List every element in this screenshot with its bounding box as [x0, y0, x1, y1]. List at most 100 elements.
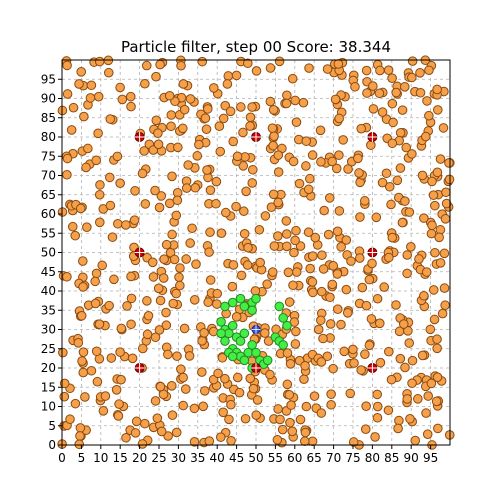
particle-point	[78, 282, 88, 292]
y-tick-label: 95	[41, 72, 56, 86]
particle-point	[140, 199, 151, 209]
y-tick-label: 5	[48, 419, 56, 433]
particle-point	[300, 427, 311, 438]
particle-point	[423, 391, 434, 401]
particle-point	[346, 256, 356, 266]
particle-point	[70, 230, 81, 241]
particle-point	[175, 280, 185, 291]
y-tick-label: 0	[48, 438, 56, 452]
y-tick-label: 70	[41, 169, 56, 183]
y-tick-label: 85	[41, 111, 56, 125]
particle-point	[432, 105, 443, 115]
particle-point	[398, 319, 409, 329]
particle-point	[327, 279, 338, 290]
particle-point	[328, 261, 339, 271]
particle-point	[255, 257, 266, 268]
particle-point	[115, 347, 125, 357]
particle-point	[425, 324, 436, 335]
particle-point	[248, 383, 259, 394]
particle-point	[441, 187, 451, 198]
particle-point	[137, 168, 148, 179]
particle-point	[285, 417, 295, 428]
particle-point	[126, 271, 136, 282]
particle-point	[402, 250, 412, 260]
particle-point	[430, 200, 440, 211]
particle-point	[76, 310, 87, 321]
particle-point	[185, 94, 196, 104]
estimate-layer	[216, 293, 292, 373]
particle-point	[245, 112, 256, 123]
estimate-particle-point	[216, 328, 226, 339]
particle-point	[225, 106, 236, 117]
particle-point	[100, 391, 111, 401]
particle-point	[316, 357, 327, 367]
particle-point	[175, 263, 185, 273]
particle-point	[438, 123, 449, 133]
particle-point	[245, 121, 255, 131]
particle-point	[429, 314, 440, 325]
particle-point	[386, 199, 396, 210]
particle-point	[164, 90, 175, 101]
particle-point	[288, 280, 298, 291]
particle-point	[383, 65, 394, 75]
particle-point	[62, 271, 72, 282]
particle-point	[282, 379, 293, 390]
particle-point	[265, 96, 276, 107]
particle-point	[432, 167, 443, 178]
particle-point	[427, 220, 437, 231]
particle-point	[262, 279, 272, 289]
particle-point	[323, 229, 334, 240]
particle-point	[267, 123, 278, 133]
particle-point	[91, 346, 102, 357]
particle-point	[204, 247, 214, 257]
particle-point	[79, 111, 89, 122]
particle-point	[113, 218, 123, 229]
particle-point	[322, 351, 333, 362]
particle-point	[432, 334, 442, 345]
particle-point	[80, 392, 90, 402]
particle-point	[400, 362, 410, 373]
estimate-particle-point	[282, 320, 292, 331]
particle-point	[112, 151, 123, 162]
particle-point	[228, 136, 239, 147]
particle-point	[59, 378, 70, 389]
estimate-particle-point	[235, 336, 246, 346]
particle-point	[181, 183, 192, 193]
particle-point	[208, 83, 219, 93]
particle-point	[167, 171, 177, 182]
particle-point	[298, 97, 309, 108]
particle-point	[415, 87, 426, 98]
particle-point	[150, 396, 161, 406]
particle-point	[397, 105, 408, 115]
particle-point	[360, 424, 371, 435]
particle-point	[404, 207, 415, 217]
particle-point	[205, 275, 216, 285]
particle-point	[428, 190, 439, 200]
estimate-particle-point	[235, 293, 246, 304]
particle-point	[274, 56, 285, 67]
particle-point	[374, 318, 385, 329]
particle-point	[325, 292, 335, 303]
particle-point	[199, 386, 210, 396]
particle-point	[91, 155, 102, 166]
particle-point	[241, 186, 251, 197]
particle-point	[265, 63, 276, 73]
particle-point	[93, 128, 103, 139]
particle-point	[300, 360, 310, 371]
estimate-particle-point	[274, 301, 285, 312]
particle-point	[424, 65, 434, 76]
particle-point	[333, 59, 344, 69]
particle-point	[231, 70, 242, 81]
particle-point	[78, 367, 89, 378]
particle-point	[223, 71, 234, 81]
particle-point	[316, 408, 327, 418]
particle-point	[372, 412, 383, 423]
particle-point	[239, 228, 250, 239]
particle-point	[86, 80, 97, 91]
particle-point	[260, 211, 271, 221]
estimate-particle-point	[278, 340, 288, 350]
particle-point	[307, 251, 318, 261]
particle-point	[417, 170, 428, 181]
particle-point	[370, 432, 380, 442]
